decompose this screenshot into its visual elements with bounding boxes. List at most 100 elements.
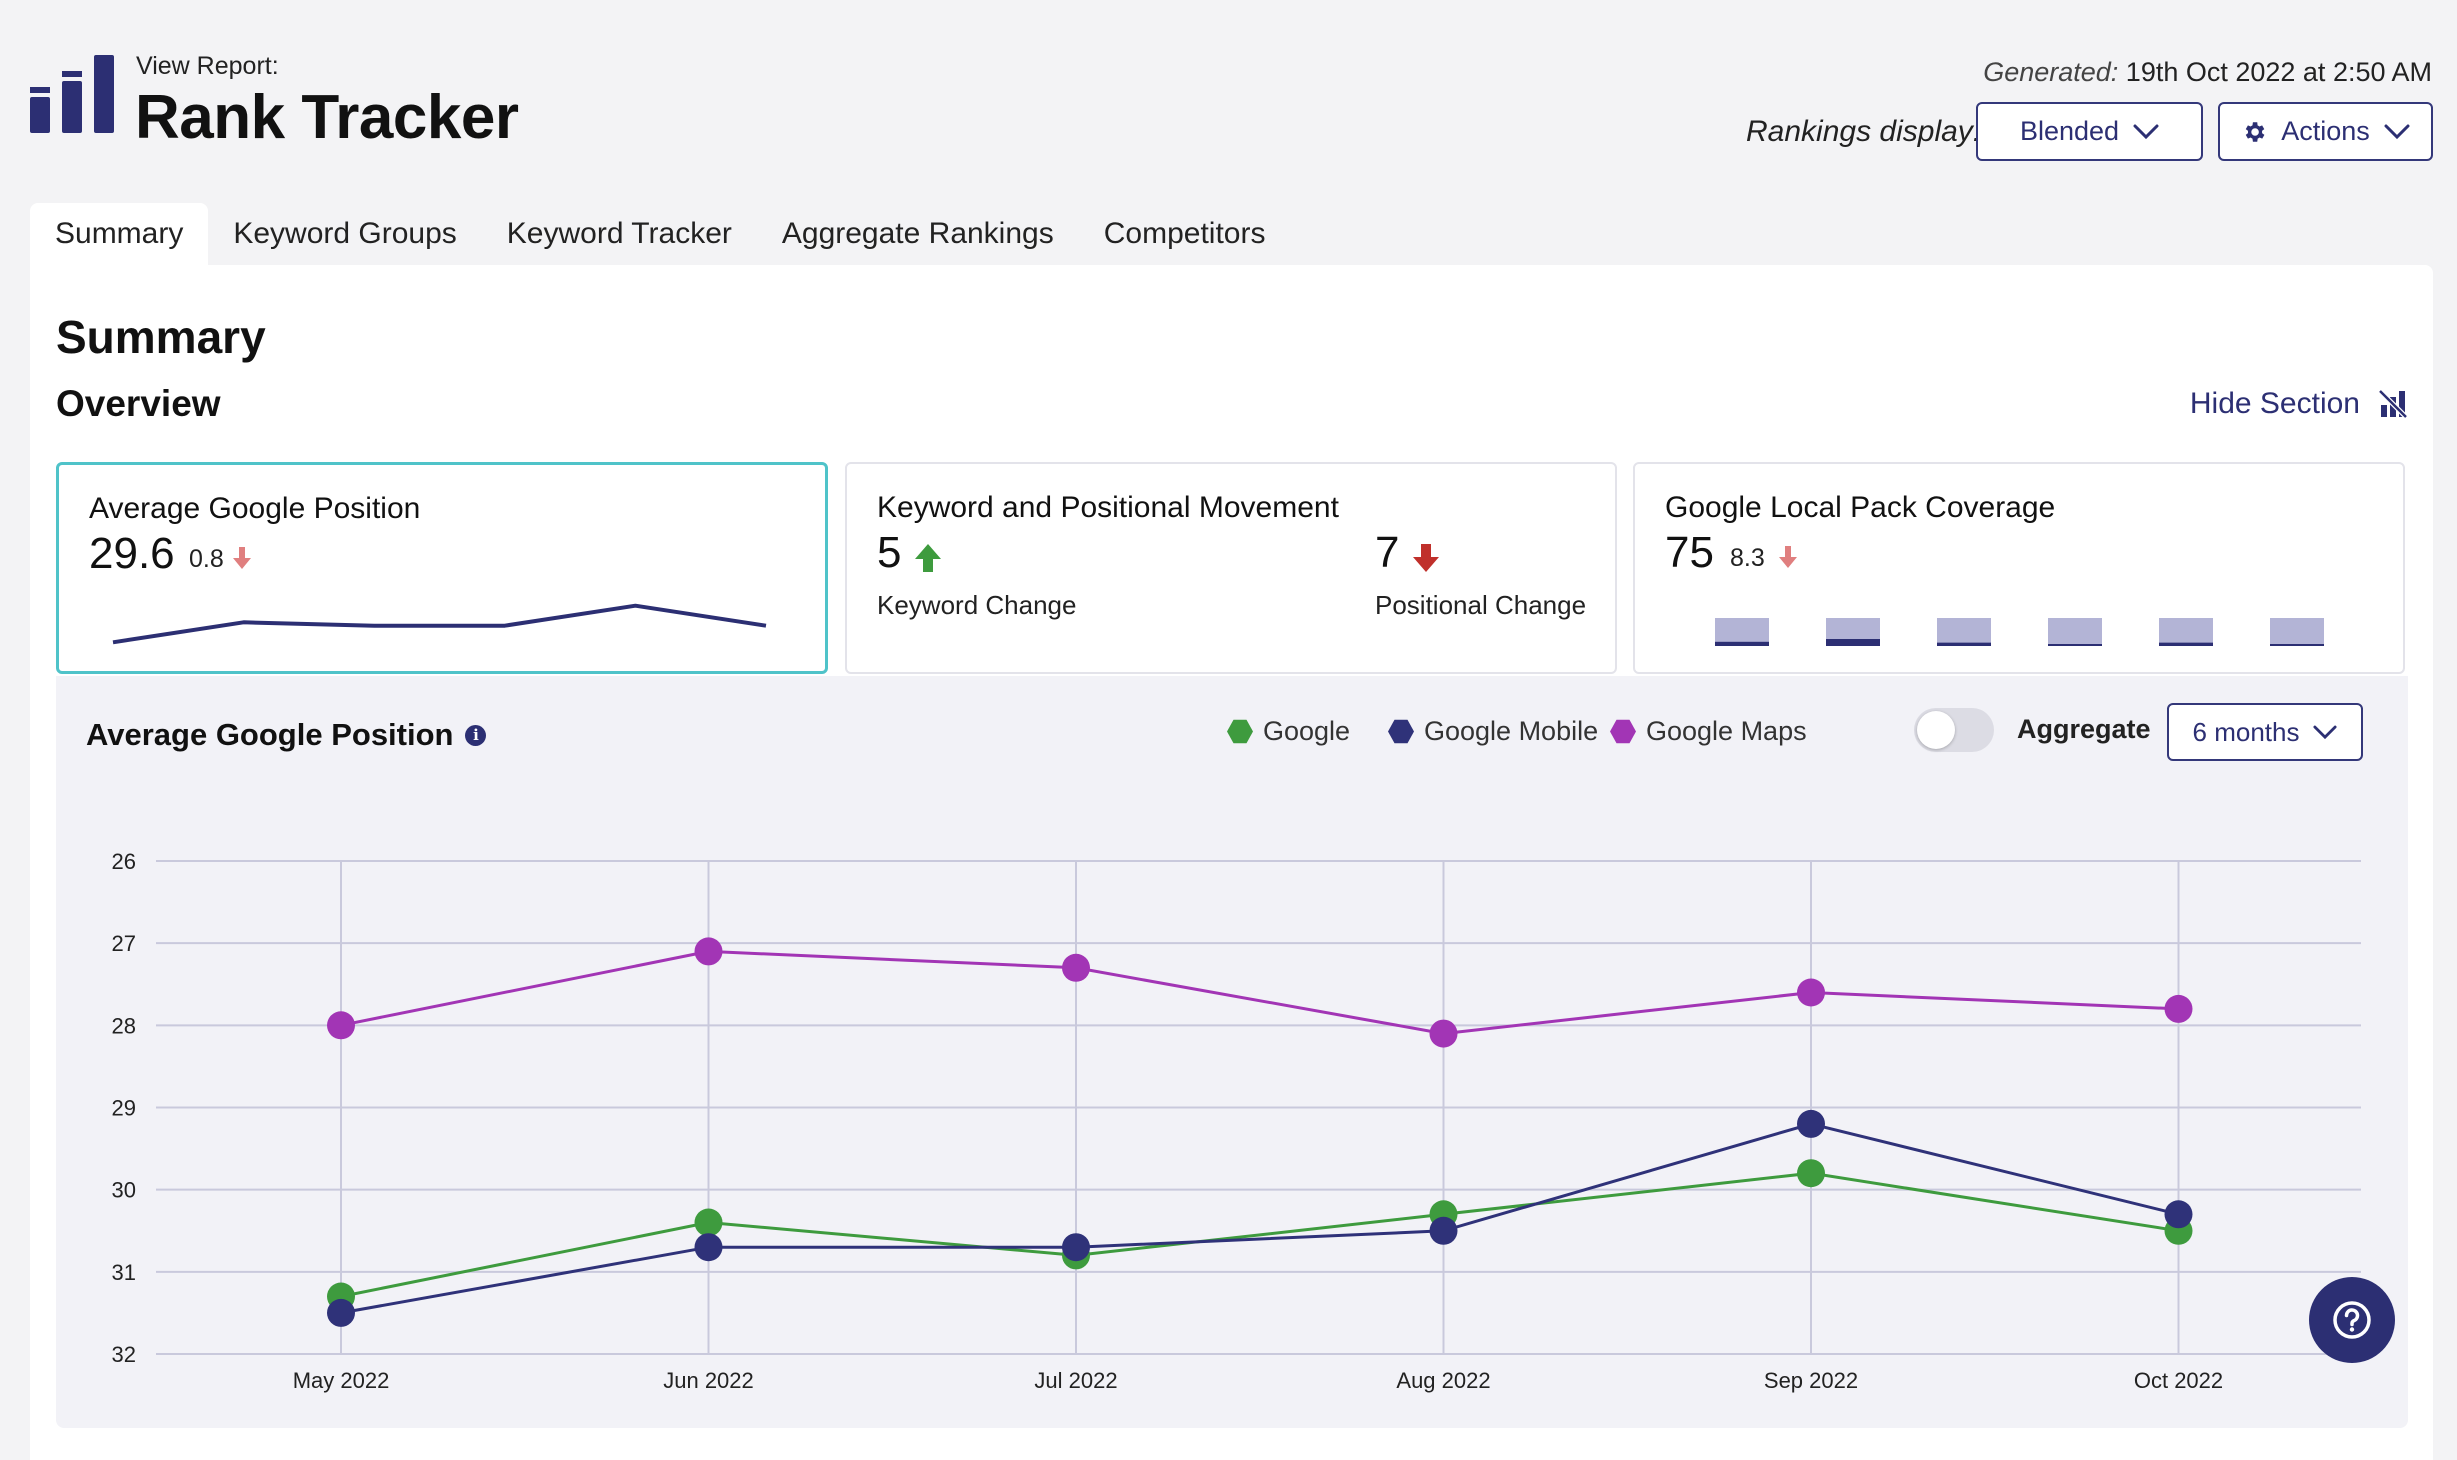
tab-summary[interactable]: Summary — [30, 203, 209, 265]
x-tick-label: Sep 2022 — [1764, 1368, 1858, 1393]
data-point-google-mobile — [1797, 1109, 1825, 1138]
coverage-bar-fill — [2048, 644, 2102, 646]
avg-position-chart-panel: Average Google Position i Google Google … — [56, 676, 2408, 1428]
actions-button[interactable]: Actions — [2218, 102, 2433, 161]
positional-change-value: 7 — [1375, 528, 1400, 577]
movement-card[interactable]: Keyword and Positional Movement 5 Keywor… — [845, 462, 1617, 674]
coverage-bar — [2048, 618, 2102, 646]
y-tick-label: 31 — [112, 1260, 136, 1285]
legend-google-maps[interactable]: Google Maps — [1610, 716, 1807, 747]
overview-title: Overview — [56, 383, 221, 424]
data-point-google-maps — [1429, 1019, 1458, 1048]
rank-tracker-logo — [28, 55, 118, 145]
coverage-bar — [2270, 618, 2324, 646]
coverage-bar — [1937, 618, 1991, 646]
legend-google[interactable]: Google — [1227, 716, 1350, 747]
y-tick-label: 32 — [112, 1342, 136, 1367]
chart-title: Average Google Position i — [86, 717, 487, 753]
data-point-google-maps — [327, 1011, 355, 1040]
data-point-google-mobile — [694, 1233, 723, 1262]
x-tick-label: May 2022 — [293, 1368, 390, 1393]
coverage-bar-fill — [2159, 642, 2213, 646]
local-pack-bars — [1715, 618, 2324, 646]
tab-keyword-tracker[interactable]: Keyword Tracker — [506, 217, 732, 250]
local-pack-value: 75 — [1665, 528, 1714, 577]
page-header-title: Rank Tracker — [135, 83, 519, 152]
sparkline-line — [112, 603, 767, 645]
series-line-google — [340, 1171, 2179, 1298]
arrow-down-icon — [233, 547, 251, 569]
coverage-bar-fill — [2270, 644, 2324, 646]
gear-icon — [2245, 121, 2265, 142]
local-pack-change: 8.3 — [1730, 544, 1765, 572]
data-point-google-maps — [1797, 978, 1825, 1007]
x-tick-label: Jul 2022 — [1034, 1368, 1117, 1393]
keyword-change-value: 5 — [877, 528, 902, 577]
tab-competitors[interactable]: Competitors — [1103, 217, 1266, 250]
legend-marker — [1610, 719, 1636, 744]
avg-position-value: 29.6 — [89, 529, 175, 578]
tab-keyword-groups[interactable]: Keyword Groups — [233, 217, 457, 250]
legend-label: Google — [1263, 716, 1351, 746]
generated-value: 19th Oct 2022 at 2:50 AM — [2125, 57, 2432, 87]
legend-label: Google Maps — [1646, 716, 1807, 746]
arrow-down-icon — [1779, 546, 1797, 568]
legend-google-mobile[interactable]: Google Mobile — [1388, 716, 1598, 747]
hide-chart-icon — [2378, 389, 2408, 419]
help-button[interactable] — [2309, 1277, 2395, 1363]
line-chart: 26 27 28 29 30 31 32 May 2022 Jun 2022 Jul 2022 Au… — [112, 849, 2361, 1393]
toggle-knob — [1917, 711, 1955, 749]
info-icon[interactable]: i — [465, 724, 487, 746]
local-pack-card[interactable]: Google Local Pack Coverage 75 8.3 — [1633, 462, 2405, 674]
rankings-display-label: Rankings display: — [1746, 115, 1982, 148]
aggregate-toggle[interactable] — [1914, 708, 1994, 752]
coverage-bar-fill — [1826, 639, 1880, 646]
data-point-google-maps — [1062, 953, 1090, 982]
y-tick-label: 27 — [112, 931, 136, 956]
arrow-up-icon — [915, 544, 941, 572]
y-tick-label: 26 — [112, 849, 136, 874]
data-point-google — [694, 1208, 723, 1237]
legend-label: Google Mobile — [1424, 716, 1599, 746]
chevron-down-icon — [2384, 124, 2410, 139]
y-tick-label: 30 — [112, 1178, 136, 1203]
view-report-label: View Report: — [136, 52, 279, 80]
series-line-google-maps — [340, 949, 2179, 1036]
report-tabs: Summary Keyword Groups Keyword Tracker A… — [30, 203, 1290, 265]
chevron-down-icon — [2133, 124, 2159, 139]
data-point-google-mobile — [1429, 1216, 1458, 1245]
data-point-google — [1797, 1159, 1825, 1188]
y-tick-label: 28 — [112, 1013, 136, 1038]
avg-position-sparkline — [112, 603, 767, 645]
rankings-display-select[interactable]: Blended — [1976, 102, 2203, 161]
positional-change-label: Positional Change — [1375, 590, 1587, 620]
coverage-bar-fill — [1715, 641, 1769, 646]
summary-panel: Summary Overview Hide Section Average Go… — [30, 265, 2433, 1460]
card-title: Average Google Position — [89, 492, 421, 525]
x-tick-label: Jun 2022 — [663, 1368, 754, 1393]
page-title: Summary — [56, 311, 266, 363]
aggregate-label: Aggregate — [2017, 714, 2151, 744]
question-circle-icon — [2333, 1301, 2371, 1339]
rankings-display-value: Blended — [2019, 116, 2120, 146]
arrow-down-icon — [1413, 544, 1439, 572]
data-point-google-maps — [694, 937, 723, 966]
tab-aggregate-rankings[interactable]: Aggregate Rankings — [781, 217, 1054, 250]
legend-marker — [1388, 719, 1414, 744]
generated-label: Generated: — [1983, 57, 2119, 87]
data-point-google-maps — [2164, 994, 2193, 1023]
data-point-google-mobile — [1062, 1233, 1090, 1262]
keyword-change-label: Keyword Change — [877, 590, 1077, 620]
card-title: Keyword and Positional Movement — [877, 491, 1339, 524]
data-point-google-mobile — [2164, 1200, 2193, 1229]
hide-section-label: Hide Section — [2189, 387, 2360, 420]
hide-section-button[interactable]: Hide Section — [2190, 387, 2408, 421]
chart-title-text: Average Google Position — [86, 717, 454, 752]
generated-timestamp: Generated: 19th Oct 2022 at 2:50 AM — [1983, 57, 2432, 88]
coverage-bar — [1715, 618, 1769, 646]
time-range-value: 6 months — [2192, 716, 2300, 747]
coverage-bar — [2159, 618, 2213, 646]
avg-position-card[interactable]: Average Google Position 29.6 0.8 — [56, 462, 828, 674]
time-range-select[interactable]: 6 months — [2167, 703, 2363, 761]
data-point-google-mobile — [327, 1298, 355, 1327]
